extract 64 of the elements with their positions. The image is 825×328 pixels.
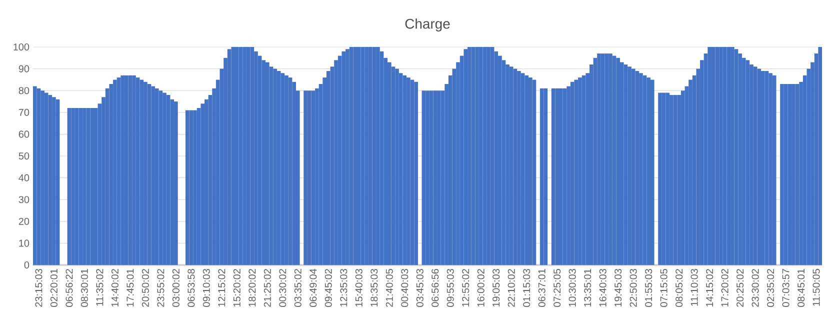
x-tick-label: 19:45:03 — [614, 268, 622, 307]
x-tick-label: 14:40:02 — [111, 269, 118, 307]
y-tick-label: 10 — [19, 240, 30, 247]
y-tick-label: 0 — [24, 261, 30, 269]
x-tick-label: 15:20:02 — [233, 269, 240, 307]
x-tick-label: 09:10:03 — [202, 268, 210, 307]
x-tick-label: 10:30:03 — [568, 268, 576, 307]
y-tick-label: 20 — [18, 218, 30, 225]
x-tick-label: 11:10:03 — [690, 268, 698, 306]
x-tick-label: 07:03:57 — [782, 269, 790, 307]
x-tick-label: 06:53:58 — [188, 268, 195, 307]
x-tick-label: 21:40:05 — [386, 268, 393, 307]
x-tick-label: 18:20:02 — [248, 269, 256, 307]
x-tick-label: 11:50:05 — [812, 268, 820, 306]
y-tick-label: 70 — [18, 108, 30, 116]
x-tick-label: 18:35:03 — [370, 268, 378, 307]
x-tick-label: 23:15:03 — [35, 268, 42, 307]
x-tick-label: 02:35:02 — [767, 269, 774, 307]
x-tick-label: 06:56:56 — [432, 268, 439, 307]
y-tick-label: 30 — [18, 196, 30, 204]
x-tick-label: 16:40:03 — [599, 268, 606, 307]
x-tick-label: 02:20:01 — [50, 269, 58, 307]
x-tick-label: 15:40:03 — [355, 268, 362, 307]
x-tick-label: 00:40:03 — [401, 268, 408, 307]
x-tick-label: 17:45:01 — [126, 269, 134, 307]
x-tick-label: 06:37:01 — [538, 269, 546, 307]
x-tick-label: 06:56:22 — [66, 269, 73, 307]
x-tick-label: 17:20:02 — [721, 269, 728, 307]
y-tick-label: 50 — [18, 152, 30, 160]
y-tick-label: 80 — [18, 87, 30, 94]
x-tick-label: 23:55:02 — [157, 269, 164, 307]
x-tick-label: 13:35:01 — [584, 269, 592, 307]
chart-title: Charge — [405, 18, 450, 32]
x-tick-label: 09:55:03 — [446, 268, 454, 307]
x-tick-label: 00:30:02 — [279, 269, 286, 307]
y-tick-label: 100 — [14, 43, 30, 51]
x-tick-label: 07:25:05 — [554, 268, 561, 307]
x-tick-label: 20:25:02 — [736, 269, 744, 307]
x-tick-label: 22:10:02 — [508, 269, 515, 307]
x-tick-label: 09:45:02 — [324, 269, 332, 307]
x-tick-label: 08:45:01 — [798, 269, 805, 307]
x-tick-label: 21:25:02 — [264, 269, 271, 307]
x-tick-label: 20:50:02 — [142, 269, 149, 307]
x-tick-label: 12:55:02 — [462, 269, 470, 307]
x-tick-label: 12:15:02 — [218, 269, 226, 307]
x-tick-label: 03:00:02 — [172, 269, 180, 307]
x-tick-label: 23:30:02 — [752, 269, 759, 307]
x-tick-label: 12:35:03 — [340, 268, 348, 307]
y-tick-label: 90 — [18, 65, 30, 72]
x-tick-label: 06:49:04 — [310, 268, 317, 307]
x-tick-label: 01:55:03 — [645, 268, 652, 307]
x-tick-label: 08:05:02 — [676, 269, 683, 307]
x-tick-label: 19:05:03 — [492, 268, 500, 307]
x-tick-label: 08:30:01 — [80, 269, 88, 307]
y-tick-label: 60 — [18, 130, 30, 138]
x-tick-label: 11:35:02 — [96, 269, 104, 306]
x-tick-label: 16:00:02 — [477, 269, 484, 307]
x-tick-label: 03:45:03 — [416, 268, 424, 307]
x-tick-label: 14:15:02 — [706, 269, 714, 307]
x-tick-label: 22:50:03 — [630, 268, 637, 307]
y-tick-label: 40 — [18, 174, 30, 182]
x-tick-label: 07:15:05 — [660, 268, 668, 307]
x-tick-label: 03:35:02 — [294, 269, 302, 307]
x-tick-label: 01:15:03 — [523, 268, 530, 307]
